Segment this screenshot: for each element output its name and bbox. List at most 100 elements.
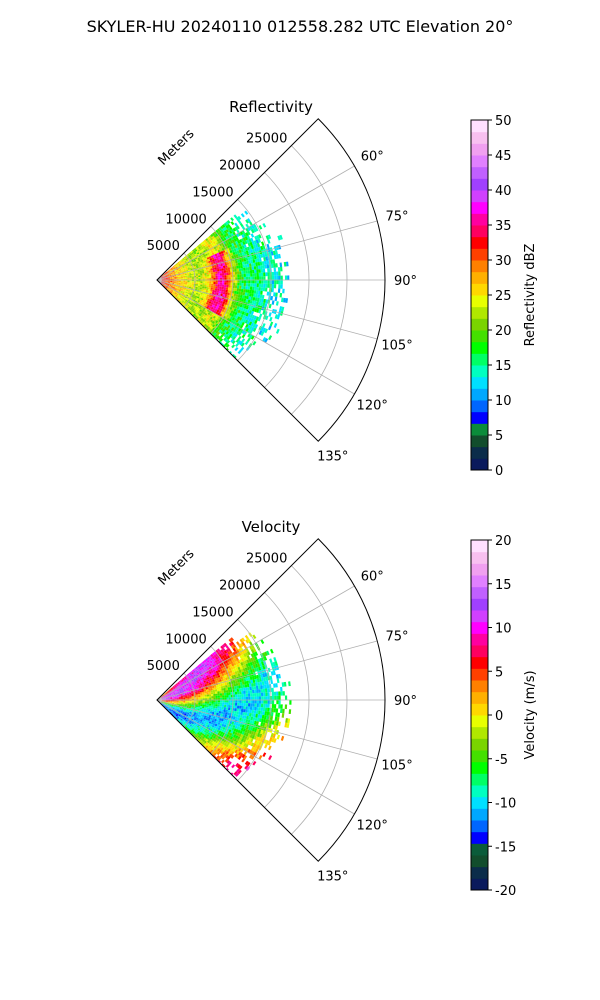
data-cell bbox=[174, 275, 177, 277]
data-cell bbox=[189, 693, 192, 696]
data-cell bbox=[257, 238, 262, 243]
data-cell bbox=[260, 265, 263, 270]
data-cell bbox=[208, 241, 212, 245]
data-cell bbox=[166, 704, 169, 707]
data-cell bbox=[196, 701, 199, 703]
data-cell bbox=[233, 214, 238, 219]
data-cell bbox=[210, 692, 214, 695]
data-cell bbox=[234, 333, 238, 338]
data-cell bbox=[205, 253, 208, 257]
data-cell bbox=[224, 702, 227, 705]
data-cell bbox=[206, 274, 210, 277]
data-cell bbox=[220, 649, 224, 653]
data-cell bbox=[252, 340, 257, 346]
data-cell bbox=[220, 656, 224, 660]
data-cell bbox=[214, 296, 218, 300]
data-cell bbox=[249, 669, 253, 674]
data-cell bbox=[178, 278, 182, 280]
data-cell bbox=[243, 693, 246, 697]
data-cell bbox=[236, 306, 240, 310]
data-cell bbox=[239, 222, 244, 228]
data-cell bbox=[168, 273, 172, 275]
data-cell bbox=[175, 721, 178, 724]
data-cell bbox=[202, 742, 206, 746]
data-cell bbox=[208, 294, 212, 298]
data-cell bbox=[164, 705, 166, 707]
data-cell bbox=[204, 312, 208, 316]
data-cell bbox=[239, 678, 242, 683]
data-cell bbox=[186, 273, 190, 275]
data-cell bbox=[212, 296, 216, 299]
data-cell bbox=[244, 315, 248, 320]
data-cell bbox=[174, 690, 177, 692]
data-cell bbox=[174, 702, 177, 704]
data-cell bbox=[176, 281, 179, 283]
data-cell bbox=[281, 306, 285, 312]
data-cell bbox=[180, 274, 183, 276]
data-cell bbox=[168, 709, 171, 712]
data-cell bbox=[243, 687, 246, 691]
data-cell bbox=[216, 269, 220, 272]
data-cell bbox=[238, 288, 242, 292]
data-cell bbox=[172, 281, 175, 283]
data-cell bbox=[163, 702, 166, 704]
data-cell bbox=[206, 692, 209, 695]
data-cell bbox=[201, 296, 205, 299]
data-cell bbox=[200, 685, 204, 688]
data-cell bbox=[200, 662, 204, 666]
data-cell bbox=[174, 282, 177, 284]
data-cell bbox=[250, 237, 254, 242]
data-cell bbox=[220, 236, 224, 240]
data-cell bbox=[200, 730, 204, 734]
data-cell bbox=[253, 300, 257, 305]
data-cell bbox=[178, 289, 181, 292]
data-cell bbox=[167, 701, 171, 702]
data-cell bbox=[232, 332, 237, 337]
data-cell bbox=[204, 705, 207, 707]
data-cell bbox=[242, 264, 246, 268]
data-cell bbox=[191, 702, 194, 704]
data-cell bbox=[246, 712, 250, 717]
data-cell bbox=[275, 292, 278, 297]
data-cell bbox=[197, 264, 201, 267]
data-cell bbox=[212, 249, 216, 253]
data-cell bbox=[191, 680, 195, 683]
data-cell bbox=[182, 705, 185, 707]
data-field bbox=[159, 632, 292, 779]
data-cell bbox=[206, 252, 210, 256]
data-cell bbox=[175, 707, 178, 709]
data-cell bbox=[190, 670, 194, 674]
data-cell bbox=[258, 269, 261, 273]
data-cell bbox=[198, 243, 202, 247]
data-cell bbox=[221, 258, 224, 262]
data-cell bbox=[206, 294, 210, 297]
data-cell bbox=[218, 234, 222, 238]
data-cell bbox=[171, 704, 174, 707]
data-cell bbox=[168, 705, 171, 708]
data-cell bbox=[226, 734, 230, 738]
data-cell bbox=[252, 280, 255, 284]
data-cell bbox=[252, 693, 255, 697]
data-cell bbox=[238, 239, 243, 243]
data-cell bbox=[169, 284, 172, 286]
data-cell bbox=[260, 710, 263, 715]
data-cell bbox=[169, 689, 172, 691]
data-cell bbox=[209, 266, 213, 269]
data-cell bbox=[233, 308, 237, 312]
data-cell bbox=[250, 310, 255, 315]
data-cell bbox=[285, 261, 289, 267]
data-cell bbox=[215, 301, 219, 305]
data-cell bbox=[218, 657, 222, 661]
data-cell bbox=[197, 743, 201, 747]
data-cell bbox=[247, 267, 250, 271]
data-cell bbox=[186, 265, 190, 268]
data-cell bbox=[224, 302, 228, 306]
data-cell bbox=[221, 289, 224, 292]
data-cell bbox=[185, 697, 188, 700]
data-cell bbox=[232, 251, 236, 256]
data-cell bbox=[222, 748, 226, 753]
data-cell bbox=[248, 680, 252, 684]
data-cell bbox=[241, 758, 246, 763]
data-cell bbox=[210, 289, 213, 292]
data-cell bbox=[216, 689, 220, 692]
